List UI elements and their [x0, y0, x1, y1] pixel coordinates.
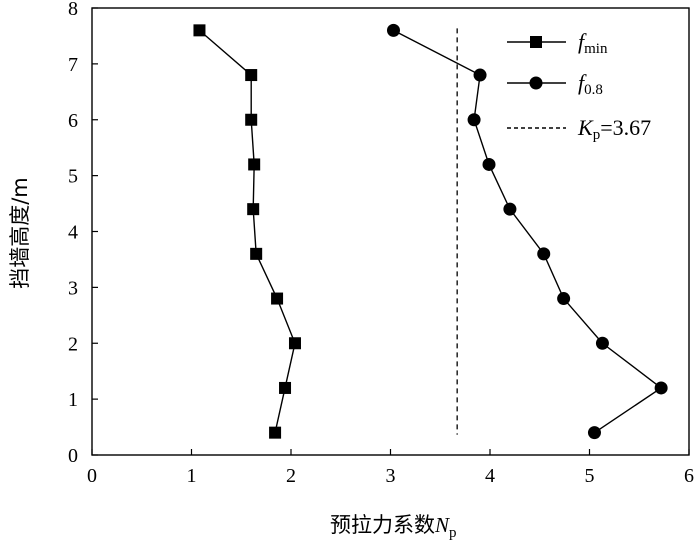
x-axis-title-text: 预拉力系数	[330, 513, 435, 537]
x-axis-title-symbol: N	[434, 513, 450, 537]
y-tick-label: 4	[68, 222, 78, 244]
legend-f08-subscript: 0.8	[584, 82, 603, 98]
data-point-circle	[557, 292, 571, 306]
y-tick-label: 1	[68, 389, 78, 411]
y-tick-label: 6	[68, 110, 78, 132]
data-point-circle	[482, 157, 496, 171]
x-axis-title-subscript: p	[449, 525, 457, 541]
series-circle	[386, 23, 668, 440]
y-tick-label: 5	[68, 166, 78, 188]
data-point-circle	[386, 23, 400, 37]
data-point-square	[245, 69, 258, 82]
y-tick-label: 7	[68, 54, 78, 76]
legend-f08-name: f	[578, 70, 587, 95]
legend-marker-circle	[529, 76, 543, 90]
data-point-circle	[467, 113, 481, 127]
series-line	[199, 29, 296, 433]
series-square	[193, 24, 301, 439]
x-tick-label: 4	[485, 465, 495, 487]
axes	[91, 7, 690, 456]
x-tick-label: 3	[386, 465, 396, 487]
data-point-square	[288, 337, 301, 350]
data-point-circle	[473, 68, 487, 82]
data-point-circle	[537, 247, 551, 261]
x-tick-label: 6	[684, 465, 694, 487]
data-point-circle	[503, 202, 517, 216]
legend-kp-subscript: p	[593, 127, 601, 143]
legend-fmin-name: f	[578, 29, 587, 54]
data-point-circle	[587, 426, 601, 440]
legend-kp-symbol: K	[577, 115, 594, 140]
legend-label-f08: f0.8	[578, 70, 603, 98]
x-tick-label: 0	[87, 465, 97, 487]
legend-kp-value: =3.67	[600, 115, 651, 140]
data-point-square	[245, 113, 258, 126]
data-point-square	[269, 426, 282, 439]
legend-marker-square	[530, 36, 542, 48]
y-tick-label: 2	[68, 333, 78, 355]
data-point-circle	[654, 381, 668, 395]
legend-label-fmin: fmin	[578, 29, 608, 57]
y-tick-label: 8	[68, 0, 78, 20]
legend-fmin-subscript: min	[584, 41, 608, 57]
data-point-square	[247, 203, 260, 216]
legend-label-kp: Kp=3.67	[577, 115, 651, 143]
x-tick-label: 2	[286, 465, 296, 487]
x-tick-label: 1	[187, 465, 197, 487]
y-tick-label: 0	[68, 445, 78, 467]
ticks: 0 1 2 3 4 5 6 0 1 2 3 4 5 6 7 8	[68, 0, 694, 487]
series-group	[193, 23, 668, 440]
data-point-square	[248, 158, 261, 171]
plot-frame	[91, 7, 690, 456]
x-axis-title: 预拉力系数Np	[330, 513, 457, 541]
series-line	[393, 29, 663, 434]
data-point-square	[250, 247, 263, 260]
y-axis-title: 挡墙高度/m	[8, 177, 32, 289]
data-point-square	[193, 24, 206, 37]
legend: fmin f0.8 Kp=3.67	[507, 29, 651, 143]
data-point-square	[271, 292, 284, 305]
data-point-circle	[595, 336, 609, 350]
x-tick-label: 5	[585, 465, 595, 487]
data-point-square	[279, 381, 292, 394]
y-tick-label: 3	[68, 277, 78, 299]
